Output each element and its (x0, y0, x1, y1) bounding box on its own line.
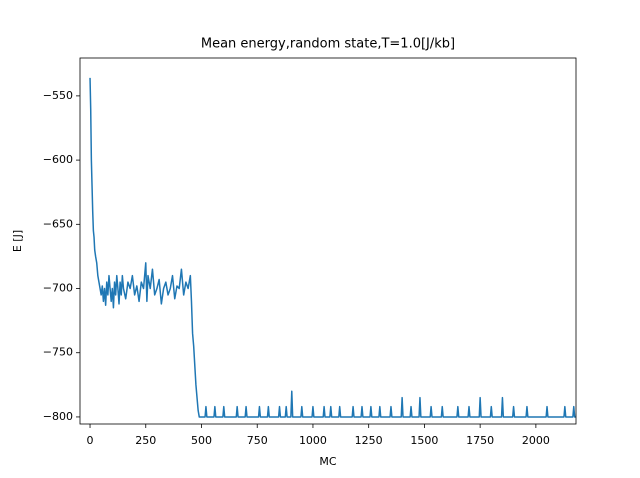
y-tick-label: −700 (43, 282, 73, 295)
plot-frame (79, 57, 577, 425)
y-tick-label: −550 (43, 89, 73, 102)
x-tick-label: 250 (135, 434, 156, 447)
x-axis-label: MC (319, 455, 336, 468)
x-tick-label: 1250 (355, 434, 383, 447)
x-tick-label: 1000 (299, 434, 327, 447)
y-tick-label: −600 (43, 153, 73, 166)
x-tick-label: 500 (191, 434, 212, 447)
y-axis-label: E [J] (11, 230, 24, 252)
y-tick-label: −750 (43, 346, 73, 359)
chart-title: Mean energy,random state,T=1.0[J/kb] (201, 37, 455, 52)
x-tick-label: 750 (247, 434, 268, 447)
x-tick-label: 1750 (466, 434, 494, 447)
y-tick-label: −650 (43, 217, 73, 230)
data-line (89, 77, 576, 418)
x-tick-label: 0 (87, 434, 94, 447)
x-tick-label: 1500 (410, 434, 438, 447)
x-tick-label: 2000 (522, 434, 550, 447)
y-tick-label: −800 (43, 410, 73, 423)
